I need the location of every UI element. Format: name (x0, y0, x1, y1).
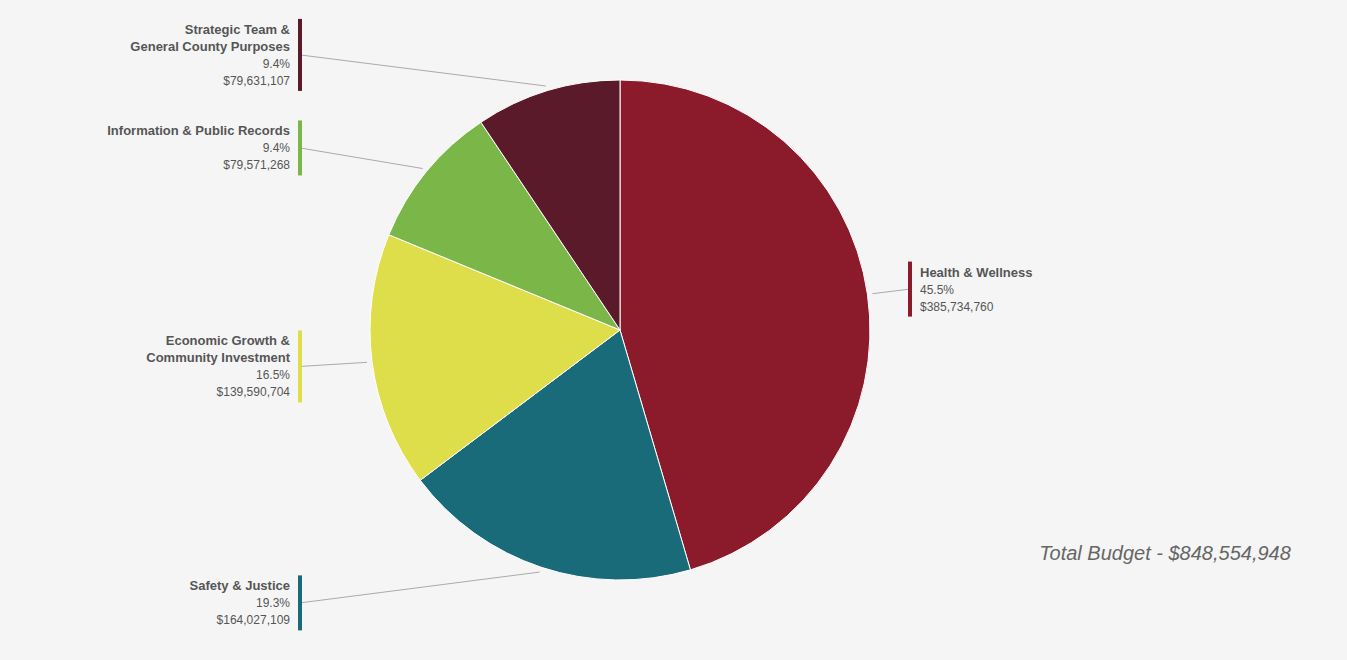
leader-line (300, 362, 367, 366)
slice-label: Safety & Justice (190, 578, 290, 593)
leader-line (300, 55, 546, 86)
leader-line (300, 148, 423, 169)
data-label: 16.5% (256, 368, 290, 382)
accent-bar (298, 575, 302, 630)
leader-line (300, 572, 540, 603)
slice-label: Strategic Team &General County Purposes (130, 22, 290, 54)
amount-label: $164,027,109 (217, 613, 291, 627)
accent-bar (908, 262, 912, 317)
pie-slice (481, 80, 620, 330)
amount-label: $385,734,760 (920, 300, 994, 314)
accent-bar (298, 330, 302, 402)
leader-line (872, 289, 910, 294)
accent-bar (298, 120, 302, 175)
chart: Health & Wellness 45.5% $385,734,760 Safety… (0, 0, 1347, 660)
data-label: 45.5% (920, 283, 954, 297)
data-label: 9.4% (263, 57, 291, 71)
annotation: Total Budget - $848,554,948 (1039, 542, 1291, 564)
slice-label: Economic Growth &Community Investment (146, 333, 290, 365)
amount-label: $139,590,704 (217, 385, 291, 399)
amount-label: $79,571,268 (223, 158, 290, 172)
data-label: 19.3% (256, 596, 290, 610)
amount-label: $79,631,107 (223, 74, 290, 88)
slice-label: Information & Public Records (107, 123, 290, 138)
labels: Health & Wellness 45.5% $385,734,760 Safety… (107, 19, 1032, 630)
slice-label: Health & Wellness (920, 265, 1032, 280)
data-label: 9.4% (263, 141, 291, 155)
accent-bar (298, 19, 302, 91)
pie (370, 80, 870, 580)
